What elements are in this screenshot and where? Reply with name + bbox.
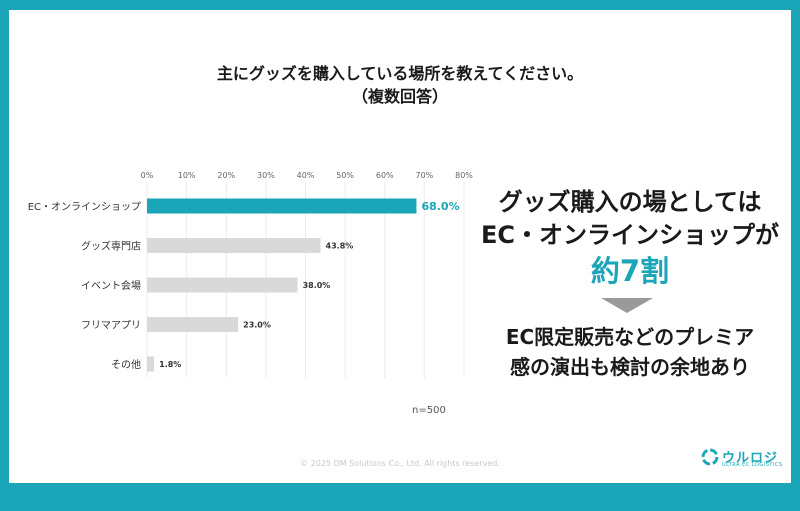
category-label: フリマアプリ [81,320,141,332]
data-label: 1.8% [159,360,181,369]
callout-conclusion: EC限定販売などのプレミア 感の演出も検討の余地あり [470,322,790,382]
chart-subtitle: （複数回答） [351,87,448,106]
callout-line-5: 感の演出も検討の余地あり [510,355,750,379]
callout-line-4: EC限定販売などのプレミア [505,325,755,349]
x-tick-label: 50% [336,171,354,180]
logo-icon [701,448,719,466]
x-tick-label: 70% [415,171,433,180]
x-tick-label: 60% [376,171,394,180]
bar [147,356,155,372]
x-tick-label: 10% [178,171,196,180]
sample-size-note: n=500 [412,405,446,416]
x-tick-label: 80% [455,171,473,180]
callout-line-1: グッズ購入の場としては [498,188,762,216]
bar [147,317,239,332]
bar [147,198,417,214]
callout-highlight: 約7割 [590,254,670,288]
copyright-footer: © 2025 DM Solutions Co., Ltd. All rights… [300,459,500,468]
data-label: 43.8% [326,242,354,251]
data-label: 38.0% [303,281,331,290]
chart-title: 主にグッズを購入している場所を教えてください。 [216,64,584,83]
category-label: EC・オンラインショップ [28,201,141,213]
x-tick-label: 30% [257,171,275,180]
logo-name: ウルロジ [722,451,779,466]
callout-headline: グッズ購入の場としては EC・オンラインショップが [470,186,790,252]
down-arrow-icon [601,298,653,313]
chart-title-block: 主にグッズを購入している場所を教えてください。 （複数回答） [0,62,800,108]
data-label: 68.0% [421,200,459,213]
x-tick-label: 40% [297,171,315,180]
x-tick-label: 20% [217,171,235,180]
bar [147,277,298,293]
category-label: イベント会場 [81,279,141,292]
category-label: グッズ専門店 [81,240,141,253]
callout-line-2: EC・オンラインショップが [480,221,779,249]
data-label: 23.0% [243,321,271,330]
logo-subtitle: ULTRA EC LOGISTICS [722,462,783,468]
x-tick-label: 0% [141,171,154,180]
category-label: その他 [111,358,141,371]
bar [147,238,321,253]
